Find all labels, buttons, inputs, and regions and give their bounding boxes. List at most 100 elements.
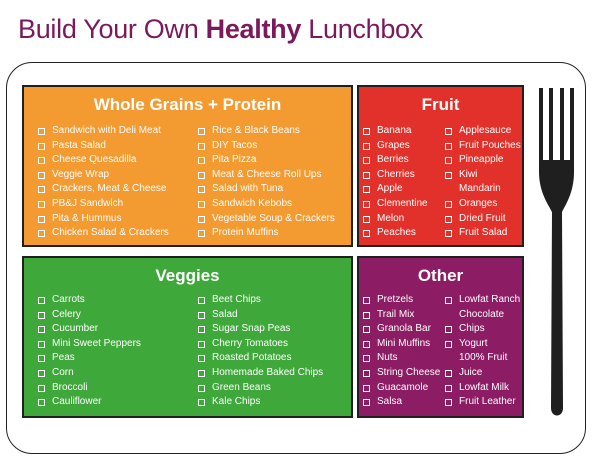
- list-item: Pasta Salad: [38, 139, 169, 154]
- fork-icon: [539, 88, 574, 416]
- list-item: Pretzels: [363, 293, 440, 308]
- item-label: Beet Chips: [212, 294, 261, 305]
- item-label: Salad: [212, 308, 238, 320]
- item-label: Oranges: [459, 197, 498, 209]
- checkbox-icon: [445, 340, 452, 348]
- list-item: Kiwi: [445, 168, 521, 183]
- item-label: Fruit Salad: [459, 227, 508, 239]
- item-label: Lowfat Milk: [459, 381, 510, 393]
- list-item: Beet Chips: [198, 293, 323, 308]
- checkbox-icon: [445, 128, 452, 135]
- list-item: Protein Muffins: [198, 226, 335, 241]
- checkbox-icon: [363, 297, 370, 304]
- item-label: Sandwich Kebobs: [212, 197, 293, 209]
- checkbox-icon: [198, 297, 205, 304]
- item-list: Lowfat Ranch Chocolate Chips Yogurt 100% Fru…: [445, 293, 520, 410]
- list-item: Mini Sweet Peppers: [38, 337, 141, 352]
- list-item: Meat & Cheese Roll Ups: [198, 168, 335, 183]
- item-label: Clementine: [377, 197, 428, 209]
- item-label: Crackers, Meat & Cheese: [52, 183, 167, 195]
- list-item: Yogurt: [445, 337, 520, 352]
- item-label: Cauliflower: [52, 396, 102, 408]
- list-item: Oranges: [445, 197, 521, 212]
- item-label: Apple: [377, 183, 403, 195]
- item-label: Granola Bar: [377, 323, 431, 335]
- item-label: Peaches: [377, 227, 416, 239]
- title-prefix: Build Your Own: [18, 14, 206, 44]
- checkbox-icon: [198, 171, 205, 179]
- item-label: Yogurt: [459, 337, 488, 349]
- list-item: Salsa: [363, 395, 440, 410]
- checkbox-icon: [445, 200, 452, 208]
- list-item: Melon: [363, 212, 428, 227]
- list-item: Pita & Hummus: [38, 212, 169, 227]
- checkbox-icon: [38, 200, 45, 208]
- checkbox-icon: [198, 355, 205, 363]
- list-item: Mandarin: [445, 182, 521, 197]
- item-list: Beet Chips Salad Sugar Snap Peas Cherry Tom…: [198, 293, 323, 410]
- checkbox-icon: [38, 157, 45, 165]
- checkbox-icon: [198, 200, 205, 208]
- checkbox-icon: [38, 142, 45, 150]
- item-label: Chicken Salad & Crackers: [52, 227, 169, 239]
- checkbox-icon: [363, 215, 370, 223]
- item-label: Pineapple: [459, 154, 504, 166]
- item-label: Banana: [377, 125, 412, 136]
- list-item: Fruit Pouches: [445, 139, 521, 154]
- item-label: Grapes: [377, 139, 410, 151]
- checkbox-icon: [198, 384, 205, 392]
- checkbox-icon: [363, 142, 370, 150]
- checkbox-icon: [38, 128, 45, 135]
- checkbox-icon: [445, 171, 452, 179]
- checkbox-icon: [363, 171, 370, 179]
- list-item: Sugar Snap Peas: [198, 322, 323, 337]
- checkbox-icon: [38, 311, 45, 319]
- list-item: Grapes: [363, 139, 428, 154]
- checkbox-icon: [363, 369, 370, 377]
- list-item: Cauliflower: [38, 395, 141, 410]
- item-label: Melon: [377, 212, 405, 224]
- checkbox-icon: [363, 200, 370, 208]
- list-item: Veggie Wrap: [38, 168, 169, 183]
- checkbox-icon: [198, 311, 205, 319]
- list-item: Fruit Salad: [445, 226, 521, 241]
- list-item: DIY Tacos: [198, 139, 335, 154]
- item-label: Cucumber: [52, 323, 99, 335]
- list-item: Broccoli: [38, 381, 141, 396]
- item-label: Salad with Tuna: [212, 183, 284, 195]
- list-item: Roasted Potatoes: [198, 351, 323, 366]
- list-item: Granola Bar: [363, 322, 440, 337]
- item-list: Pretzels Trail Mix Granola Bar Mini Muffins…: [363, 293, 440, 410]
- list-item: Apple: [363, 182, 428, 197]
- item-list: Carrots Celery Cucumber Mini Sweet Peppers P…: [38, 293, 141, 410]
- item-label: Lowfat Ranch: [459, 294, 521, 305]
- list-item: Berries: [363, 153, 428, 168]
- checkbox-icon: [363, 186, 370, 194]
- item-label: Sugar Snap Peas: [212, 323, 291, 335]
- list-item: Chicken Salad & Crackers: [38, 226, 169, 241]
- list-item: Celery: [38, 308, 141, 323]
- list-item: Chips: [445, 322, 520, 337]
- item-label: Chocolate: [459, 308, 505, 320]
- checkbox-icon: [445, 384, 452, 392]
- list-item: Corn: [38, 366, 141, 381]
- checkbox-icon: [198, 369, 205, 377]
- list-item: Nuts: [363, 351, 440, 366]
- checkbox-icon: [198, 340, 205, 348]
- item-label: Peas: [52, 352, 75, 364]
- list-item: Vegetable Soup & Crackers: [198, 212, 335, 227]
- checkbox-icon: [363, 128, 370, 135]
- list-item: 100% Fruit: [445, 351, 520, 366]
- checkbox-icon: [38, 340, 45, 348]
- item-label: Cherry Tomatoes: [212, 337, 288, 349]
- checkbox-icon: [198, 157, 205, 165]
- list-item: Mini Muffins: [363, 337, 440, 352]
- checkbox-icon: [38, 230, 45, 238]
- page-title: Build Your Own Healthy Lunchbox: [18, 14, 423, 45]
- item-label: 100% Fruit: [459, 352, 508, 364]
- checkbox-icon: [198, 399, 205, 407]
- item-label: Nuts: [377, 352, 398, 364]
- veggies-section: Veggies Carrots Celery Cucumber Mini Sweet …: [22, 256, 353, 418]
- checkbox-icon: [38, 384, 45, 392]
- item-list: Rice & Black Beans DIY Tacos Pita Pizza Mea…: [198, 124, 335, 241]
